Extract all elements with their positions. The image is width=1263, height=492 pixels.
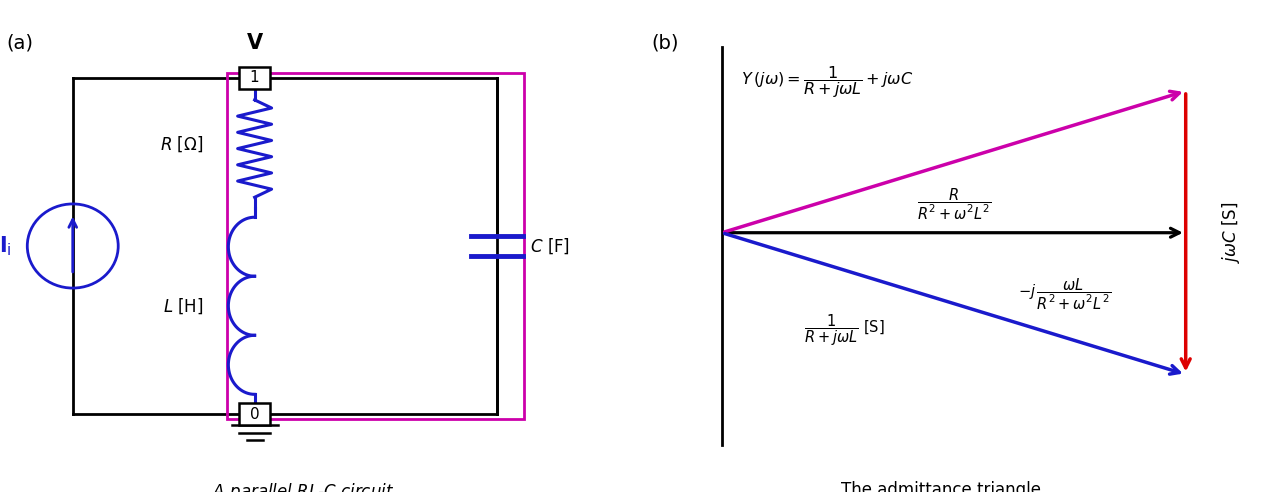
Text: $j\omega C\ \mathrm{[S]}$: $j\omega C\ \mathrm{[S]}$ (1220, 202, 1242, 264)
Text: $\mathbf{V}$: $\mathbf{V}$ (245, 33, 264, 53)
Text: 1: 1 (250, 70, 259, 85)
Text: $Y\,(j\omega) = \dfrac{1}{R+j\omega L} + j\omega C$: $Y\,(j\omega) = \dfrac{1}{R+j\omega L} +… (741, 64, 913, 100)
Text: $\mathbf{I}_\mathrm{i}$: $\mathbf{I}_\mathrm{i}$ (0, 234, 13, 258)
Text: $\dfrac{R}{R^2+\omega^2 L^2}$: $\dfrac{R}{R^2+\omega^2 L^2}$ (917, 186, 991, 221)
Text: $L\ \mathrm{[H]}$: $L\ \mathrm{[H]}$ (163, 296, 203, 315)
Bar (239, 66, 270, 89)
Text: (a): (a) (6, 33, 33, 53)
Bar (227, 73, 524, 419)
Text: $\dfrac{1}{R+j\omega L}\ \mathrm{[S]}$: $\dfrac{1}{R+j\omega L}\ \mathrm{[S]}$ (805, 312, 884, 348)
Text: The admittance triangle: The admittance triangle (841, 481, 1041, 492)
Text: $-j\,\dfrac{\omega L}{R^2+\omega^2 L^2}$: $-j\,\dfrac{\omega L}{R^2+\omega^2 L^2}$ (1018, 277, 1111, 312)
Text: A parallel $RL$-$C$ circuit: A parallel $RL$-$C$ circuit (212, 481, 394, 492)
Bar (239, 403, 270, 425)
Text: 0: 0 (250, 407, 259, 422)
Text: $R\ [\Omega]$: $R\ [\Omega]$ (160, 134, 203, 154)
Text: (b): (b) (652, 33, 678, 53)
Text: $C\ \mathrm{[F]}$: $C\ \mathrm{[F]}$ (530, 236, 571, 256)
